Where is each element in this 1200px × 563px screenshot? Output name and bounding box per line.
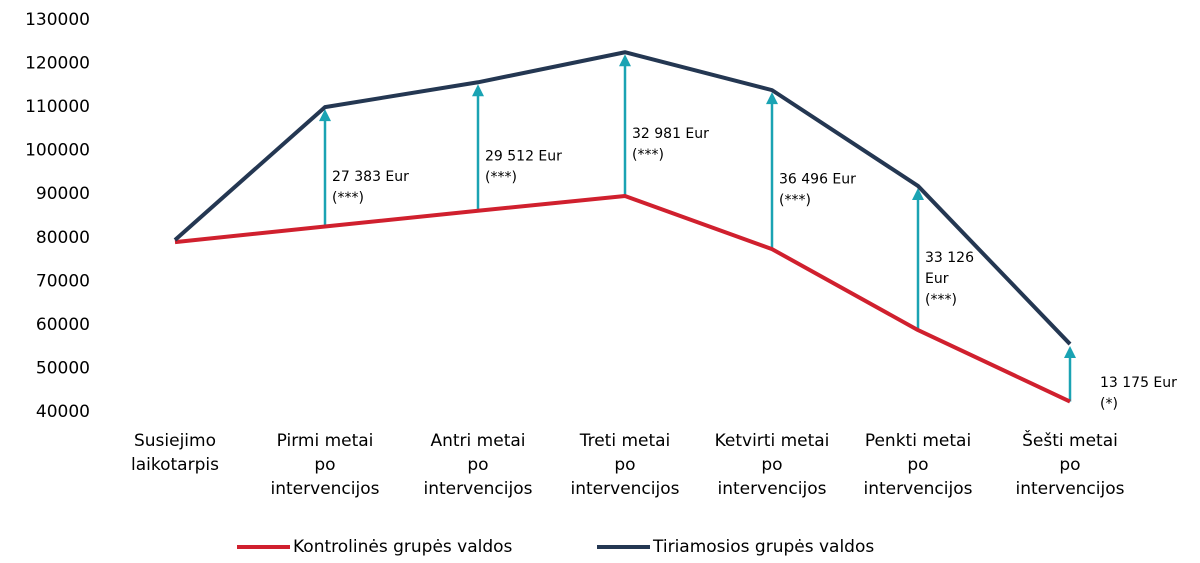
y-tick-label: 100000 bbox=[25, 141, 90, 161]
x-tick-label: po bbox=[314, 455, 335, 475]
annotation: Eur bbox=[925, 271, 949, 287]
annotation: 29 512 Eur bbox=[485, 149, 562, 165]
x-tick-label: Ketvirti metai bbox=[715, 431, 830, 451]
y-tick-label: 50000 bbox=[36, 358, 90, 378]
x-tick-label: Penkti metai bbox=[865, 431, 971, 451]
x-tick-label: po bbox=[1059, 455, 1080, 475]
x-tick-label: po bbox=[467, 455, 488, 475]
y-tick-label: 40000 bbox=[36, 402, 90, 422]
annotation: (***) bbox=[779, 193, 811, 209]
annotation: (***) bbox=[332, 190, 364, 206]
series-line bbox=[173, 50, 1072, 346]
x-tick-label: laikotarpis bbox=[131, 455, 219, 475]
arrow-head bbox=[619, 54, 631, 67]
y-tick-label: 80000 bbox=[36, 228, 90, 248]
annotation: (***) bbox=[925, 292, 957, 308]
annotation: (***) bbox=[632, 147, 664, 163]
legend-label: Kontrolinės grupės valdos bbox=[293, 537, 513, 557]
x-tick-label: po bbox=[761, 455, 782, 475]
annotation: 13 175 Eur bbox=[1100, 375, 1177, 391]
y-tick-label: 130000 bbox=[25, 10, 90, 30]
annotation: 33 126 bbox=[925, 250, 974, 266]
x-tick-label: Susiejimo bbox=[134, 431, 216, 451]
y-tick-label: 90000 bbox=[36, 184, 90, 204]
x-tick-label: Pirmi metai bbox=[277, 431, 374, 451]
annotation: (*) bbox=[1100, 396, 1118, 412]
annotation: 27 383 Eur bbox=[332, 169, 409, 185]
y-tick-label: 70000 bbox=[36, 271, 90, 291]
annotation: 32 981 Eur bbox=[632, 126, 709, 142]
x-tick-label: po bbox=[907, 455, 928, 475]
arrow-head bbox=[1064, 346, 1076, 359]
y-tick-label: 110000 bbox=[25, 97, 90, 117]
x-tick-label: intervencijos bbox=[271, 479, 380, 499]
x-tick-label: Treti metai bbox=[579, 431, 671, 451]
arrow-head bbox=[472, 84, 484, 97]
annotation: 36 496 Eur bbox=[779, 172, 856, 188]
arrow-head bbox=[766, 92, 778, 105]
x-tick-label: intervencijos bbox=[571, 479, 680, 499]
arrow-head bbox=[912, 187, 924, 200]
x-tick-label: intervencijos bbox=[718, 479, 827, 499]
y-tick-label: 60000 bbox=[36, 315, 90, 335]
arrow-head bbox=[319, 109, 331, 122]
legend-label: Tiriamosios grupės valdos bbox=[652, 537, 874, 557]
x-tick-label: po bbox=[614, 455, 635, 475]
x-tick-label: intervencijos bbox=[1016, 479, 1125, 499]
x-tick-label: Šešti metai bbox=[1022, 429, 1118, 451]
y-tick-label: 120000 bbox=[25, 54, 90, 74]
x-tick-label: Antri metai bbox=[430, 431, 525, 451]
x-tick-label: intervencijos bbox=[864, 479, 973, 499]
annotation: (***) bbox=[485, 170, 517, 186]
x-tick-label: intervencijos bbox=[424, 479, 533, 499]
series-line bbox=[174, 193, 1071, 404]
